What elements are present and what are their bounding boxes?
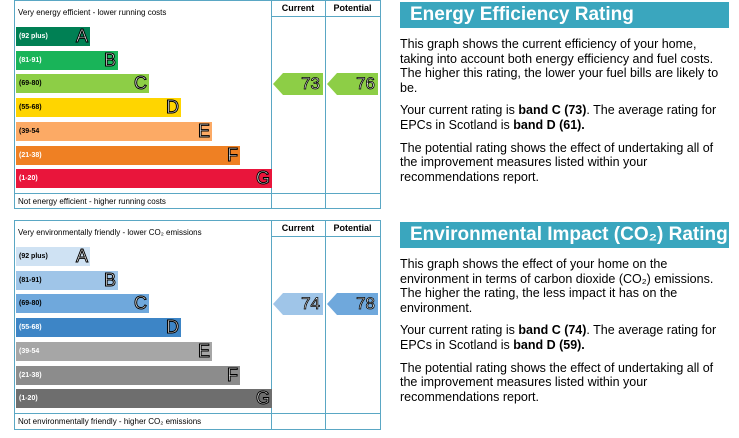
band-range-label: (81-91) <box>19 56 42 64</box>
env-current-prefix: Your current rating is <box>400 323 519 338</box>
env-current-rating-text: Your current rating is band C (74). The … <box>400 323 729 352</box>
band-letter: A <box>75 26 88 47</box>
chart-bottom-caption: Not environmentally friendly - higher CO… <box>15 413 380 430</box>
potential-rating-arrow: 76 <box>327 72 378 95</box>
potential-rating-value: 78 <box>356 293 376 313</box>
band-range-label: (21-38) <box>19 151 42 159</box>
current-column-divider <box>271 1 272 208</box>
rating-band-g: (1-20) G <box>16 168 272 189</box>
rating-band-b: (81-91) B <box>16 49 118 70</box>
band-range-label: (21-38) <box>19 371 42 379</box>
band-range-label: (1-20) <box>19 175 38 183</box>
band-range-label: (69-80) <box>19 80 42 88</box>
rating-band-f: (21-38) F <box>16 364 240 385</box>
band-letter: C <box>134 293 148 314</box>
rating-band-c: (69-80) C <box>16 73 149 94</box>
rating-band-e: (39-54 E <box>16 120 212 141</box>
env-current-band: band C (74) <box>518 323 587 338</box>
chart-bottom-caption: Not energy efficient - higher running co… <box>15 193 380 210</box>
band-letter: F <box>227 364 239 385</box>
rating-band-a: (92 plus) A <box>16 26 90 47</box>
potential-column-header: Potential <box>325 221 380 237</box>
rating-band-f: (21-38) F <box>16 144 240 165</box>
energy-potential-text: The potential rating shows the effect of… <box>400 140 714 184</box>
rating-band-g: (1-20) G <box>16 388 272 409</box>
rating-band-b: (81-91) B <box>16 269 118 290</box>
energy-description: This graph shows the current efficiency … <box>400 37 719 95</box>
band-letter: F <box>227 144 239 165</box>
environmental-impact-panel: Environmental Impact (CO₂) Rating This g… <box>400 222 729 404</box>
rating-band-e: (39-54 E <box>16 340 212 361</box>
current-rating-arrow: 74 <box>273 292 323 315</box>
band-range-label: (55-68) <box>19 104 42 112</box>
energy-efficiency-panel: Energy Efficiency Rating This graph show… <box>400 2 729 184</box>
env-potential-text: The potential rating shows the effect of… <box>400 360 714 404</box>
current-rating-value: 74 <box>301 293 321 313</box>
band-letter: C <box>134 73 148 94</box>
arrow-shape <box>273 72 323 95</box>
potential-column-divider <box>325 1 326 208</box>
potential-rating-value: 76 <box>356 73 376 93</box>
current-rating-value: 73 <box>301 73 321 93</box>
environmental-impact-chart: Current Potential Very environmentally f… <box>14 220 381 430</box>
current-rating-arrow: 73 <box>273 72 323 95</box>
band-range-label: (55-68) <box>19 324 42 332</box>
energy-current-band: band C (73) <box>518 103 587 118</box>
current-column-header: Current <box>271 1 325 17</box>
rating-band-a: (92 plus) A <box>16 246 90 267</box>
env-average-band: band D (59). <box>513 337 585 352</box>
band-range-label: (1-20) <box>19 395 38 403</box>
energy-current-prefix: Your current rating is <box>400 103 519 118</box>
band-range-label: (69-80) <box>19 300 42 308</box>
current-column-header: Current <box>271 221 325 237</box>
band-letter: D <box>166 317 180 338</box>
arrow-shape <box>273 292 323 315</box>
band-range-label: (92 plus) <box>19 253 48 260</box>
band-range-label: (39-54 <box>19 127 40 135</box>
rating-band-d: (55-68) D <box>16 317 181 338</box>
band-letter: E <box>197 340 210 361</box>
band-letter: D <box>166 97 180 118</box>
band-range-label: (81-91) <box>19 276 42 284</box>
potential-rating-arrow: 78 <box>327 292 378 315</box>
band-range-label: (39-54 <box>19 347 40 355</box>
band-letter: B <box>103 269 116 290</box>
rating-band-d: (55-68) D <box>16 97 181 118</box>
arrow-shape <box>327 292 378 315</box>
chart-top-caption: Very energy efficient - lower running co… <box>18 8 167 17</box>
band-range-label: (92 plus) <box>19 33 48 40</box>
energy-average-band: band D (61). <box>513 117 585 132</box>
band-letter: A <box>75 246 88 267</box>
arrow-shape <box>327 72 378 95</box>
potential-column-header: Potential <box>325 1 380 17</box>
chart-top-caption: Very environmentally friendly - lower CO… <box>18 228 202 237</box>
energy-current-rating-text: Your current rating is band C (73). The … <box>400 103 729 132</box>
energy-efficiency-title: Energy Efficiency Rating <box>400 2 729 28</box>
current-column-divider <box>271 221 272 429</box>
band-letter: E <box>197 120 210 141</box>
band-letter: B <box>103 49 116 70</box>
env-average-text: . The average rating for EPCs in Scotlan… <box>400 323 717 352</box>
energy-average-text: . The average rating for EPCs in Scotlan… <box>400 103 717 132</box>
rating-band-c: (69-80) C <box>16 293 149 314</box>
band-letter: G <box>255 388 270 409</box>
band-letter: G <box>255 168 270 189</box>
env-description: This graph shows the effect of your home… <box>400 257 714 315</box>
environmental-impact-title: Environmental Impact (CO₂) Rating <box>400 222 729 248</box>
energy-efficiency-chart: Current Potential Very energy efficient … <box>14 0 381 209</box>
potential-column-divider <box>325 221 326 429</box>
